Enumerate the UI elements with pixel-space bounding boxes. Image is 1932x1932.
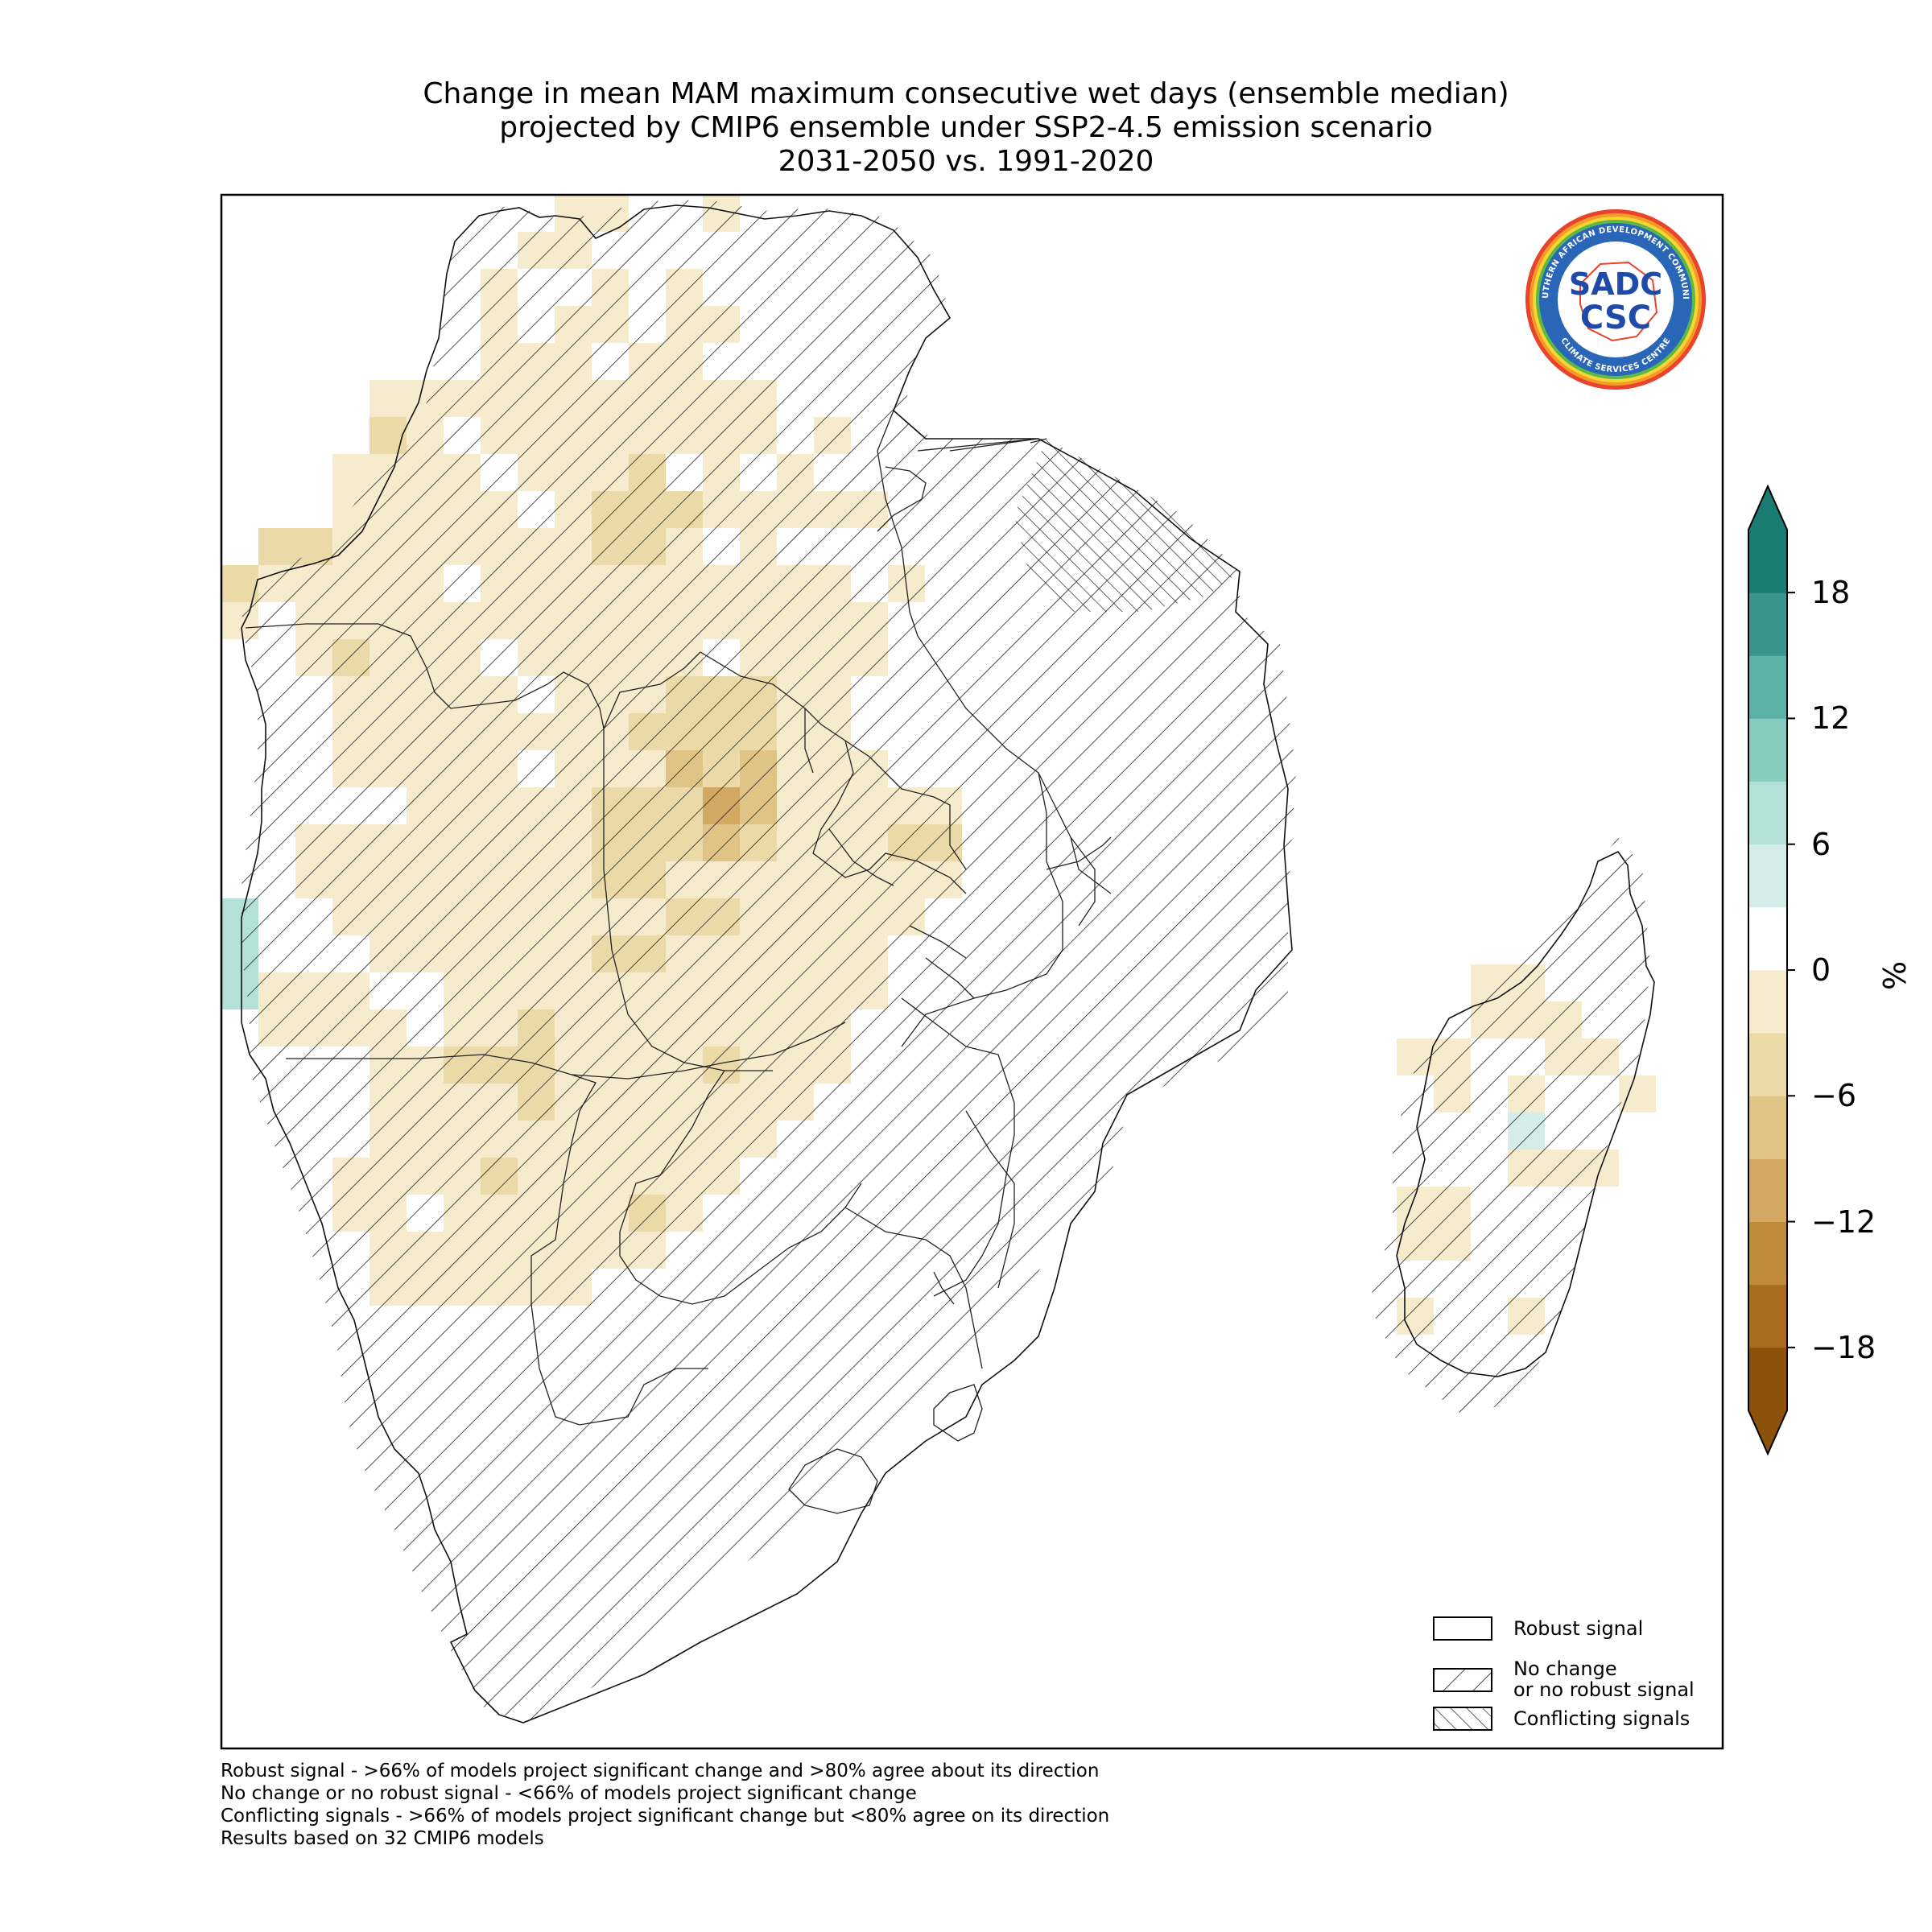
title-line-1: Change in mean MAM maximum consecutive w… xyxy=(423,77,1509,110)
colorbar-segment xyxy=(1748,1347,1787,1411)
grid-cell xyxy=(258,528,295,565)
conflicting-hatch-region xyxy=(1014,439,1240,612)
footnotes: Robust signal - >66% of models project s… xyxy=(221,1760,1109,1850)
colorbar-segment xyxy=(1748,1158,1787,1223)
colorbar-segment xyxy=(1748,718,1787,782)
colorbar-segment xyxy=(1748,1096,1787,1159)
colorbar-tick-label: −6 xyxy=(1811,1078,1857,1114)
grid-cell xyxy=(369,417,407,454)
colorbar-unit-label: % xyxy=(1877,960,1913,991)
grid-cell xyxy=(369,380,407,417)
colorbar-segment xyxy=(1748,655,1787,719)
legend-label: No change xyxy=(1513,1657,1617,1680)
title-line-2: projected by CMIP6 ensemble under SSP2-4… xyxy=(499,111,1433,144)
map-frame xyxy=(220,193,1724,1750)
colorbar-segment xyxy=(1748,906,1787,971)
legend-swatch-back-hatch xyxy=(1433,1707,1492,1731)
colorbar-segment xyxy=(1748,970,1787,1034)
colorbar-segment xyxy=(1748,781,1787,845)
legend-label: or no robust signal xyxy=(1513,1678,1695,1701)
madagascar-hatch-region xyxy=(1368,837,1650,1417)
footnote-line: Robust signal - >66% of models project s… xyxy=(221,1761,1100,1781)
title-line-3: 2031-2050 vs. 1991-2020 xyxy=(778,145,1154,178)
colorbar-segment xyxy=(1748,1033,1787,1096)
colorbar-segment xyxy=(1748,592,1787,656)
colorbar-extend-high xyxy=(1748,486,1787,530)
colorbar-tick-label: −18 xyxy=(1811,1329,1876,1365)
grid-cell xyxy=(332,454,369,491)
colorbar-segment xyxy=(1748,1221,1787,1286)
logo-csc-text: CSC xyxy=(1580,299,1651,336)
map-title: Change in mean MAM maximum consecutive w… xyxy=(0,77,1932,179)
colorbar-segment xyxy=(1748,844,1787,908)
colorbar-tick-label: 12 xyxy=(1811,700,1851,737)
mainland-coastline xyxy=(241,204,1293,1724)
colorbar-segment xyxy=(1748,1284,1787,1348)
legend-swatch-forward-hatch xyxy=(1433,1668,1492,1692)
colorbar-segment xyxy=(1748,530,1787,593)
colorbar-extend-low xyxy=(1748,1410,1787,1454)
logo-sadc-text: SADC xyxy=(1569,266,1662,302)
country-borders xyxy=(245,410,1112,1514)
colorbar-outline xyxy=(1748,484,1788,1456)
legend-label: Conflicting signals xyxy=(1513,1707,1690,1730)
footnote-line: Conflicting signals - >66% of models pro… xyxy=(221,1806,1110,1827)
map-area xyxy=(221,195,1656,1724)
sadc-csc-logo: SOUTHERN AFRICAN DEVELOPMENT COMMUNITY C… xyxy=(1524,208,1706,390)
footnote-line: No change or no robust signal - <66% of … xyxy=(221,1783,917,1804)
legend-swatch-robust xyxy=(1433,1616,1492,1641)
footnote-line: Results based on 32 CMIP6 models xyxy=(221,1828,544,1849)
colorbar-tick-label: 6 xyxy=(1811,826,1831,862)
madagascar-coastline xyxy=(1396,850,1655,1377)
colorbar xyxy=(1748,484,1795,1456)
legend-label: Robust signal xyxy=(1513,1617,1644,1640)
colorbar-tick-label: 18 xyxy=(1811,575,1851,611)
colorbar-tick-label: 0 xyxy=(1811,952,1831,988)
colorbar-tick-label: −12 xyxy=(1811,1203,1876,1240)
